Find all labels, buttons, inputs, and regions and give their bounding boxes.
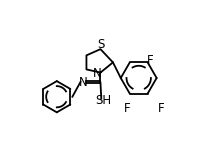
Text: SH: SH [95, 94, 112, 107]
Text: F: F [158, 102, 165, 115]
Text: F: F [124, 102, 130, 115]
Text: N: N [93, 67, 101, 80]
Text: N: N [79, 76, 88, 89]
Text: F: F [147, 54, 154, 67]
Text: S: S [97, 38, 104, 51]
